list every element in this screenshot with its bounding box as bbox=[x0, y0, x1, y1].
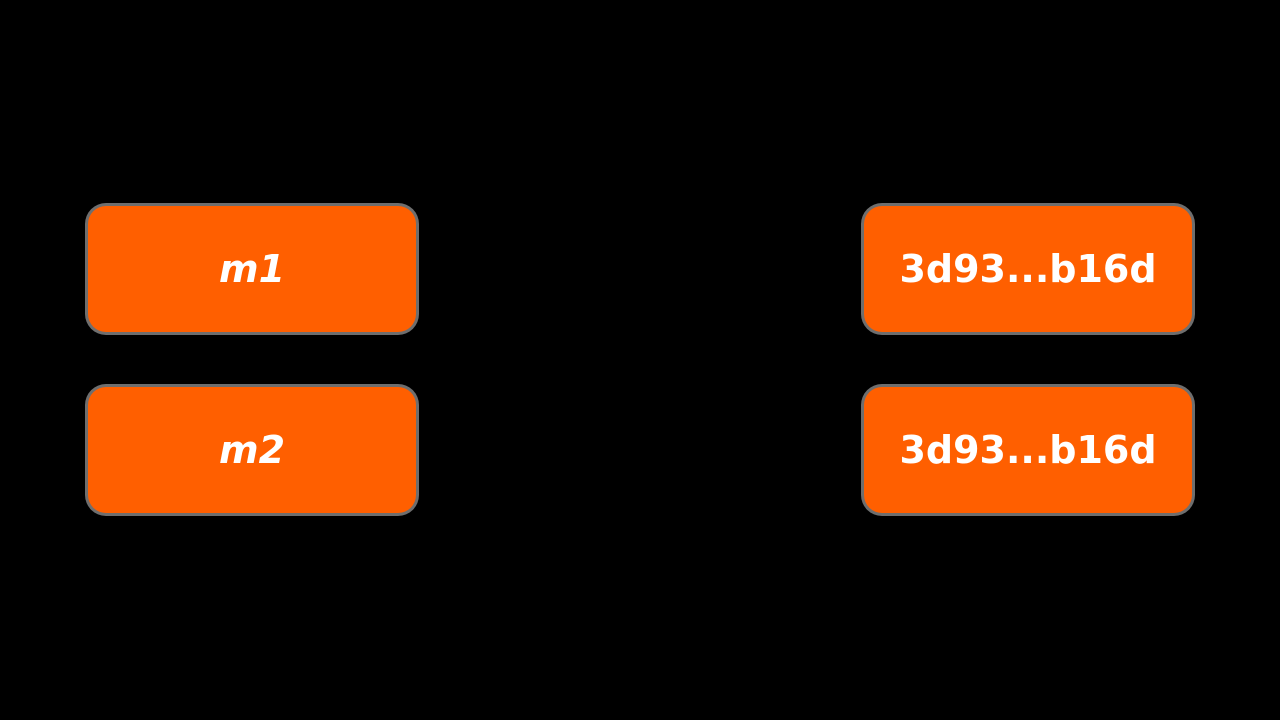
hash-label: 3d93...b16d bbox=[899, 428, 1157, 472]
message-label: m1 bbox=[218, 247, 286, 291]
hash-label: 3d93...b16d bbox=[899, 247, 1157, 291]
hash-box-2: 3d93...b16d bbox=[864, 387, 1192, 513]
message-label: m2 bbox=[218, 428, 286, 472]
message-box-m2: m2 bbox=[88, 387, 416, 513]
message-box-m1: m1 bbox=[88, 206, 416, 332]
hash-box-1: 3d93...b16d bbox=[864, 206, 1192, 332]
